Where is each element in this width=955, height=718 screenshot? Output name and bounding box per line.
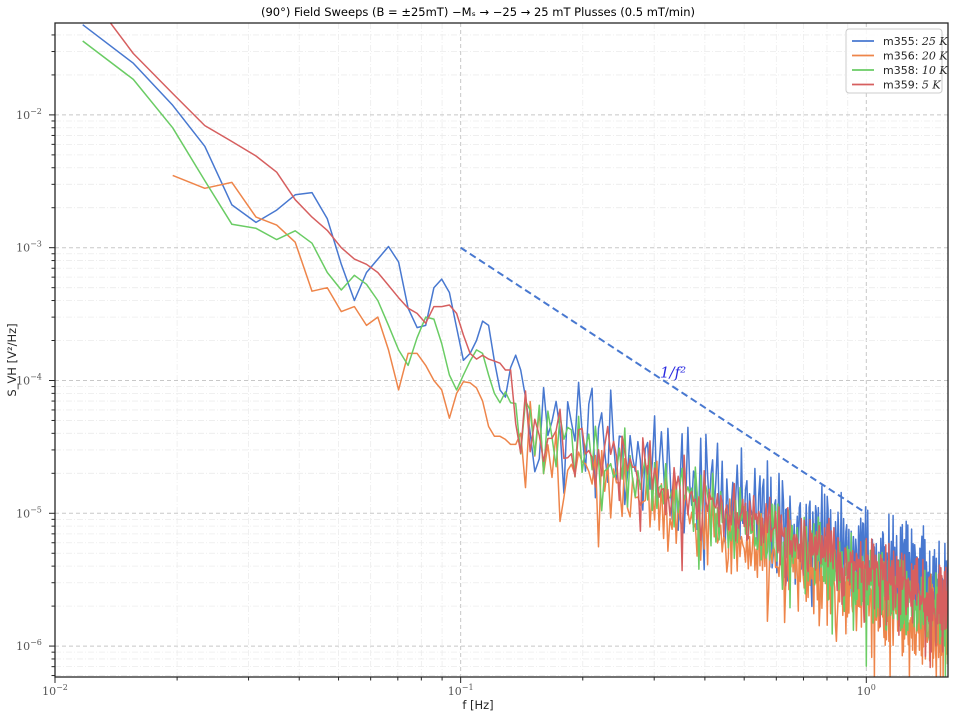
y-tick-label: 10−3 [16, 240, 42, 255]
axis-ticks: 10−2 10−1 100 10−2 10−3 10−4 10−5 10−6 [16, 34, 876, 698]
reference-line-1-over-f2 [460, 246, 867, 515]
y-tick-label: 10−5 [16, 505, 42, 520]
x-tick-label: 10−2 [42, 683, 68, 698]
annotation-1-over-f2: 1/f² [660, 364, 686, 382]
y-tick-label: 10−2 [16, 107, 42, 122]
legend-entry: m356: 20 K [883, 50, 948, 63]
y-tick-label: 10−6 [16, 638, 42, 653]
chart-title: (90°) Field Sweeps (B = ±25mT) −Mₛ → −25… [261, 5, 695, 19]
legend-entry: m358: 10 K [883, 64, 948, 77]
legend-entry: m355: 25 K [883, 35, 948, 48]
x-tick-label: 100 [857, 683, 876, 698]
x-axis-label: f [Hz] [462, 698, 493, 712]
series-line [82, 24, 948, 654]
y-axis-label: S_VH [V²/Hz] [5, 323, 19, 396]
plot-frame [54, 22, 949, 678]
y-tick-label: 10−4 [16, 372, 42, 387]
x-tick-label: 10−1 [448, 683, 474, 698]
data-series [82, 23, 948, 677]
legend-box [845, 28, 943, 94]
series-line [109, 23, 948, 669]
legend-entry: m359: 5 K [883, 79, 941, 92]
